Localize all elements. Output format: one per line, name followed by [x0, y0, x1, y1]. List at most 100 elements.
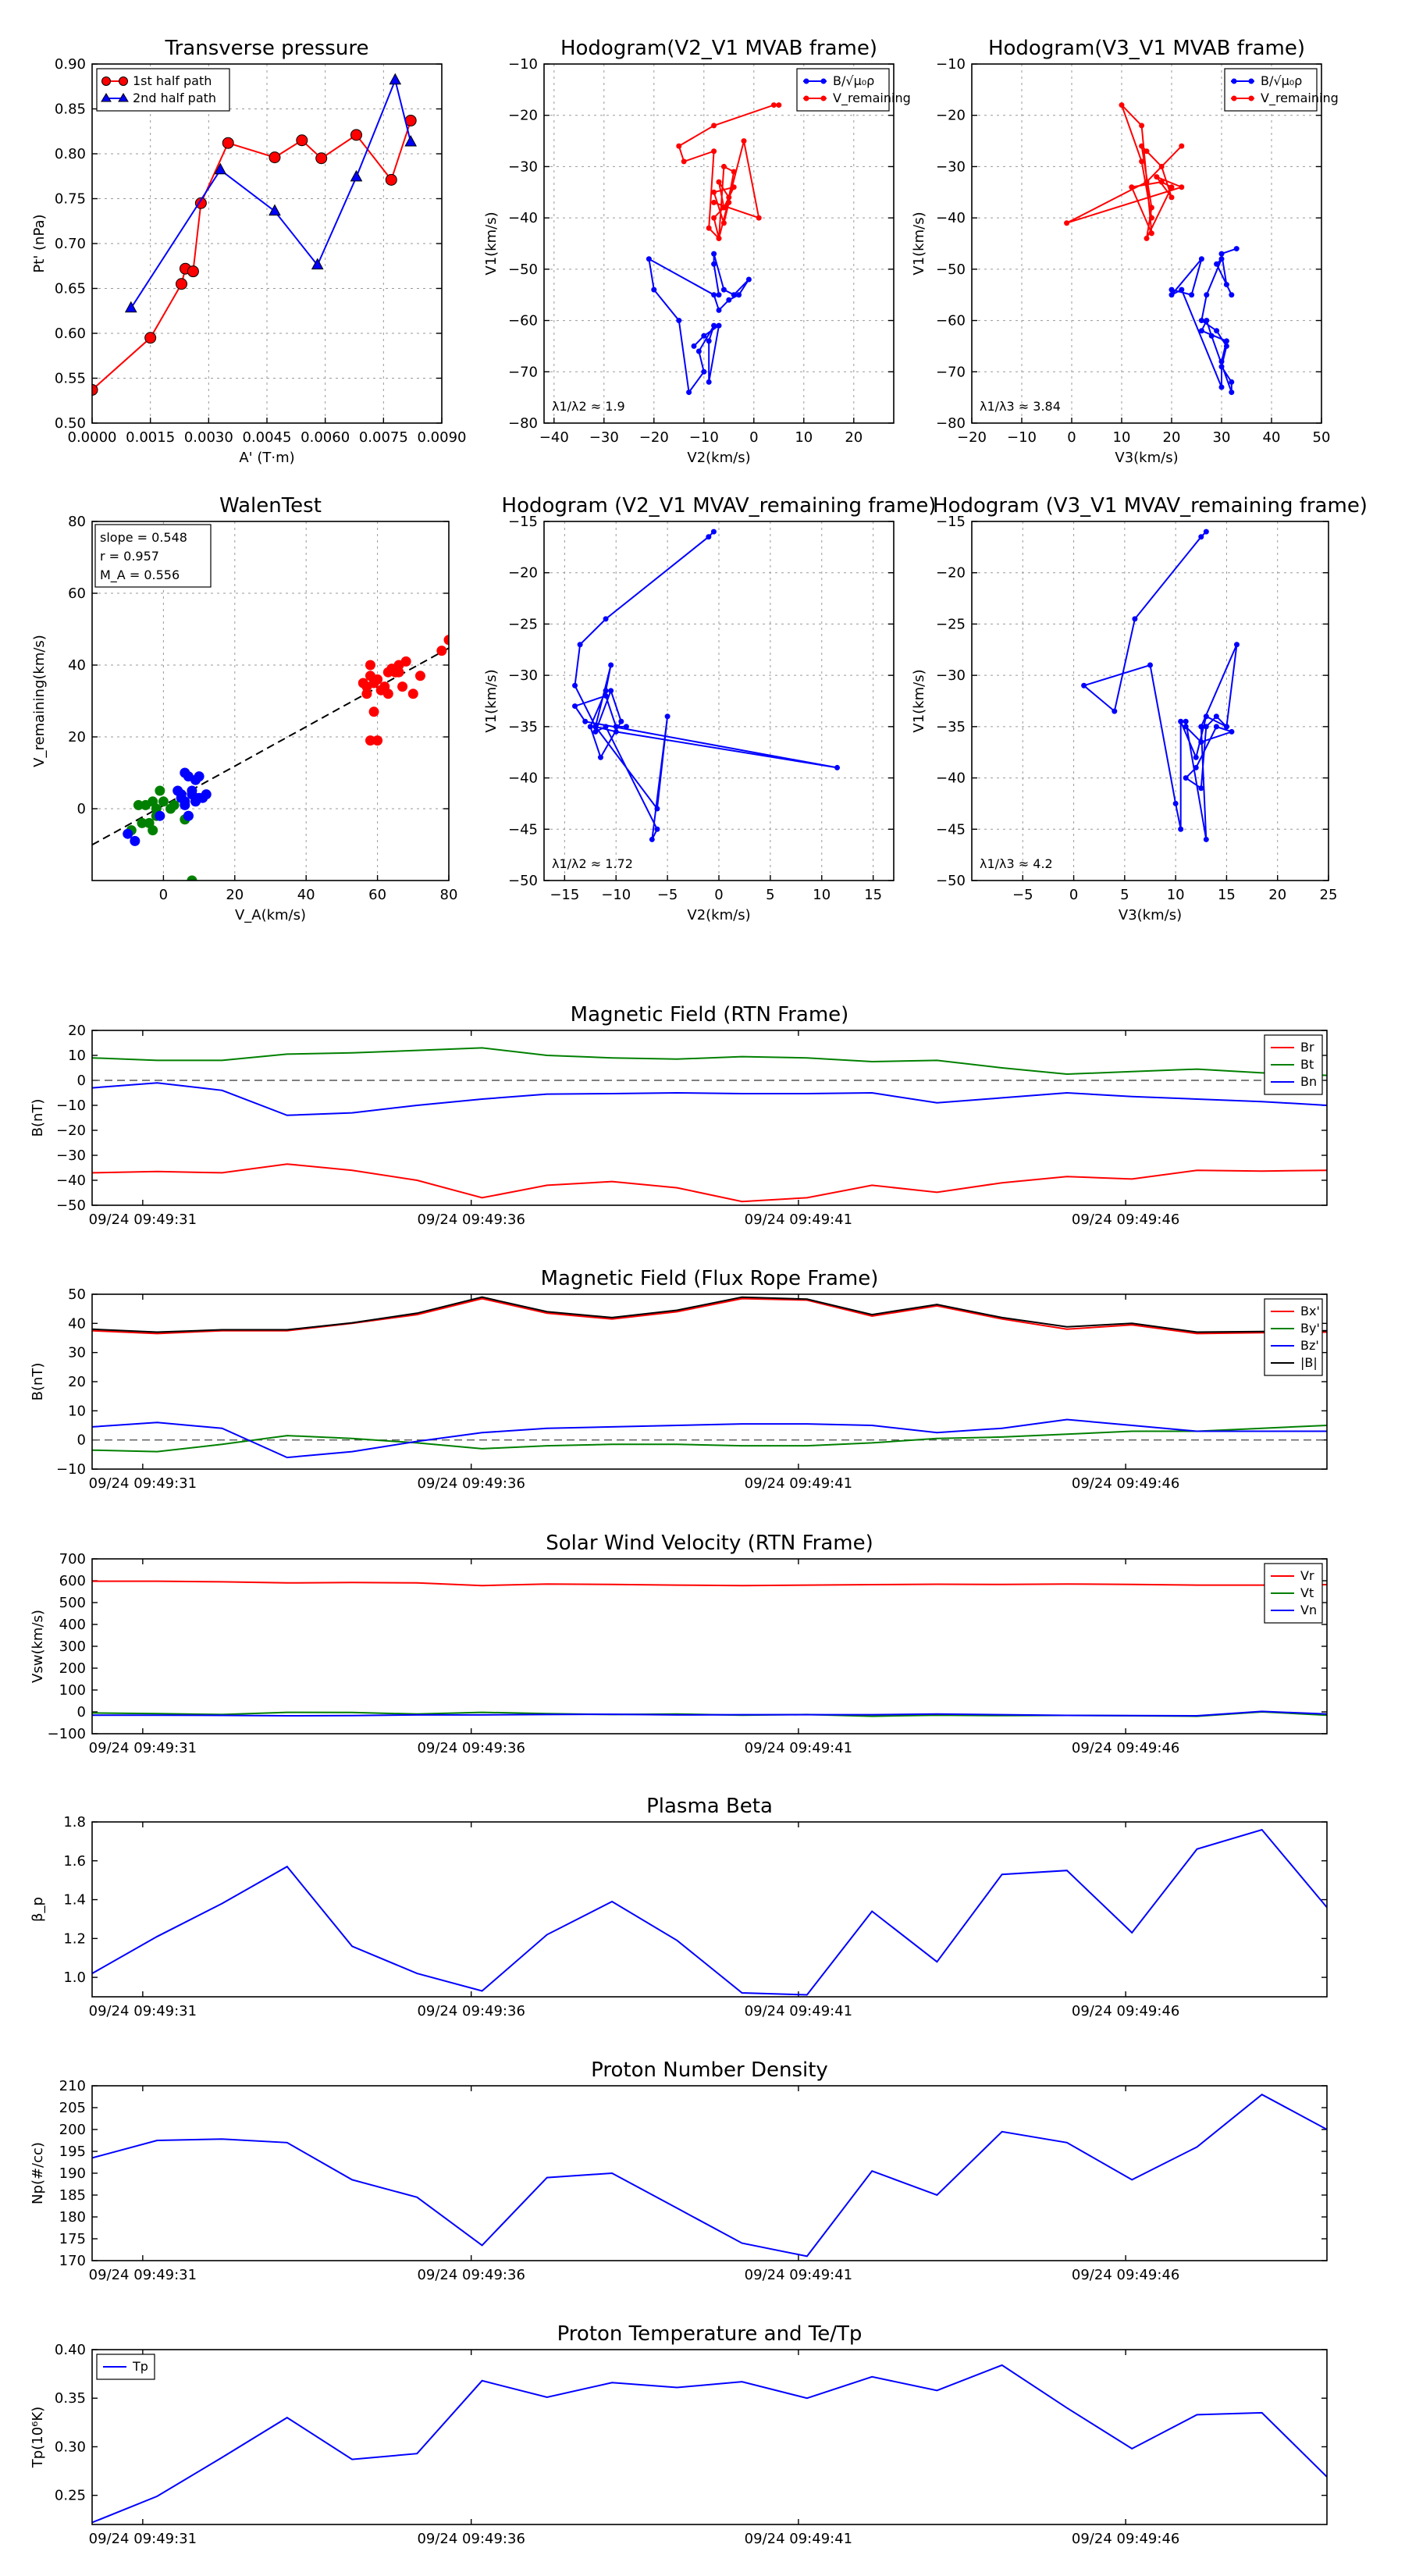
legend-label: Bz' [1300, 1338, 1319, 1353]
plot-area [92, 1580, 1327, 1717]
chart-title: Hodogram (V2_V1 MVAV_remaining frame) [502, 494, 937, 518]
data-point [726, 194, 732, 201]
series-line-beta [92, 1828, 1327, 1996]
data-point [158, 796, 169, 807]
y-tick-label: −10 [56, 1098, 86, 1114]
eigen-ratio-annotation: λ1/λ2 ≈ 1.72 [552, 856, 633, 871]
data-point [187, 875, 197, 881]
data-point [745, 276, 752, 283]
legend-box [796, 68, 890, 112]
x-tick-label: 80 [440, 887, 458, 903]
x-tick-label: 09/24 09:49:36 [417, 1212, 525, 1228]
x-tick-label: 0.0030 [184, 429, 233, 446]
x-tick-label: 09/24 09:49:36 [417, 2267, 525, 2283]
legend-marker [820, 95, 827, 101]
plot-area [646, 102, 782, 396]
x-tick-label: 09/24 09:49:36 [417, 2003, 525, 2019]
data-point [133, 799, 144, 810]
data-point [711, 261, 717, 267]
data-point [350, 129, 362, 141]
data-point [400, 656, 411, 667]
y-tick-label: 0 [77, 1432, 86, 1449]
data-point [720, 205, 727, 211]
data-point [1203, 836, 1209, 842]
plot-frame [91, 63, 443, 424]
legend: Bx' By' Bz' |B| [1264, 1298, 1323, 1376]
y-tick-label: 210 [59, 2078, 86, 2094]
series-line-Bx [92, 1297, 1327, 1335]
plot-frame [91, 2349, 1328, 2525]
data-point [1158, 163, 1165, 169]
y-tick-label: 40 [68, 657, 86, 674]
chart-mf_flux: Magnetic Field (Flux Rope Frame) −10 0 10 20… [30, 1267, 1328, 1492]
data-point [716, 292, 722, 298]
y-tick-label: 1.6 [63, 1853, 86, 1870]
y-tick-label: 50 [68, 1286, 86, 1303]
y-tick-label: 200 [59, 2122, 86, 2138]
y-axis-label: Vsw(km/s) [30, 1610, 46, 1683]
y-tick-label: 180 [59, 2209, 86, 2226]
x-tick-label: −30 [589, 429, 619, 446]
y-tick-label: −50 [508, 262, 538, 278]
data-point [361, 688, 372, 699]
x-tick-label: 20 [1163, 429, 1181, 446]
x-tick-label: 09/24 09:49:36 [417, 1475, 525, 1492]
plot-frame [971, 521, 1329, 881]
data-point [382, 688, 393, 699]
y-tick-label: −20 [56, 1123, 86, 1139]
y-tick-label: 0.25 [55, 2488, 86, 2504]
y-tick-label: 0.60 [55, 326, 86, 342]
y-tick-label: −45 [508, 821, 538, 838]
legend-marker [1231, 95, 1237, 101]
chart-walen: WalenTest 0 20 40 60 80 0 20 40 60 80 V_A(km/s) V_re… [31, 494, 457, 923]
eigen-ratio-annotation: λ1/λ3 ≈ 4.2 [980, 856, 1053, 871]
data-point [436, 646, 447, 656]
data-point [1144, 235, 1150, 241]
data-point [1214, 261, 1220, 267]
y-axis-label: V_remaining(km/s) [31, 635, 48, 767]
series-line-Br [92, 1163, 1327, 1203]
x-tick-label: 09/24 09:49:31 [89, 1212, 197, 1228]
plot-frame [91, 1030, 1328, 1206]
x-tick-label: 0 [159, 887, 168, 903]
chart-title: Plasma Beta [646, 1795, 773, 1818]
plot-frame [91, 1293, 1328, 1470]
x-tick-label: 40 [297, 887, 315, 903]
data-point [613, 724, 619, 730]
y-tick-label: −60 [936, 313, 966, 329]
y-tick-label: −40 [508, 210, 538, 226]
data-point [1218, 384, 1225, 390]
series-line-Bt [92, 1047, 1327, 1076]
data-point [1129, 184, 1135, 190]
data-point [701, 368, 707, 375]
data-point [1139, 158, 1145, 165]
y-tick-label: −50 [936, 873, 966, 889]
chart-tp: Transverse pressure 0.50 0.55 0.60 0.65 0.70 0… [31, 37, 466, 466]
data-point [1233, 246, 1240, 252]
series-line-2ndhalfpath [130, 77, 412, 309]
x-tick-label: 20 [226, 887, 244, 903]
y-tick-label: −10 [508, 56, 538, 73]
data-point [651, 286, 657, 293]
y-tick-label: 20 [68, 1374, 86, 1390]
data-point [1132, 616, 1138, 622]
chart-sw: Solar Wind Velocity (RTN Frame) −100 0 100 2… [30, 1532, 1328, 1756]
data-point [169, 799, 180, 810]
x-tick-label: −10 [1007, 429, 1037, 446]
data-point [1183, 775, 1189, 781]
series-line-Np [92, 2094, 1327, 2258]
plot-area [92, 1296, 1327, 1459]
y-tick-label: 30 [68, 1345, 86, 1361]
data-point [1198, 256, 1204, 262]
legend: Vr Vt Vn [1264, 1563, 1323, 1624]
data-point [1198, 785, 1204, 792]
x-tick-label: 15 [1218, 887, 1236, 903]
x-axis-label: V2(km/s) [687, 450, 750, 466]
y-tick-label: −15 [936, 514, 966, 530]
data-point [443, 635, 449, 646]
data-point [1223, 343, 1229, 349]
x-tick-label: 10 [795, 429, 813, 446]
data-point [716, 307, 722, 313]
data-point [190, 792, 201, 803]
data-point [1203, 528, 1209, 535]
